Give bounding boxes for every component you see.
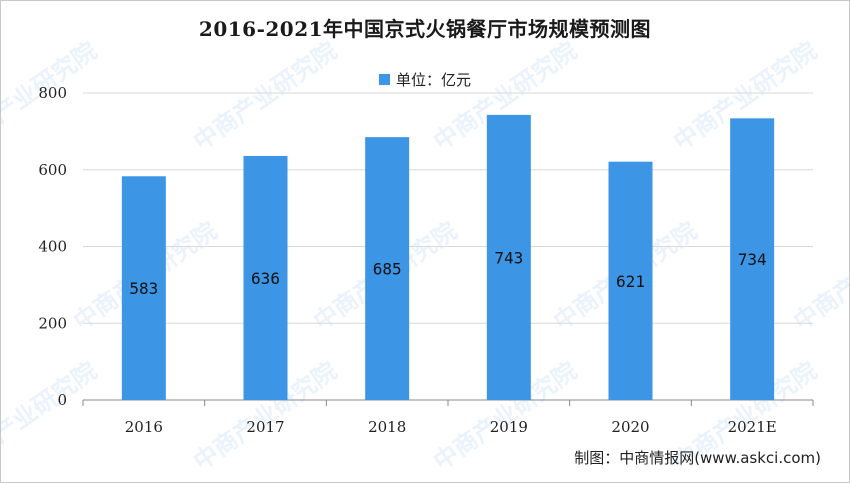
source-credit: 制图：中商情报网(www.askci.com) xyxy=(574,449,821,467)
data-label: 734 xyxy=(738,250,767,269)
data-label: 743 xyxy=(494,248,523,267)
x-tick-label: 2021E xyxy=(728,418,777,436)
y-tick-label: 200 xyxy=(38,314,67,332)
x-tick-label: 2020 xyxy=(611,418,649,436)
data-label: 621 xyxy=(616,272,645,291)
y-axis-ticks: 0 200 400 600 800 xyxy=(38,84,67,409)
watermark-text: 中商产业研究院 xyxy=(188,37,342,156)
legend: 单位：亿元 xyxy=(1,69,849,90)
grid-lines xyxy=(82,92,814,406)
y-tick-label: 0 xyxy=(57,391,67,409)
data-label: 583 xyxy=(129,279,158,298)
data-label: 636 xyxy=(251,269,280,288)
bars-group xyxy=(121,114,775,400)
legend-label: 单位：亿元 xyxy=(395,71,471,89)
legend-swatch xyxy=(378,74,390,85)
y-tick-label: 800 xyxy=(38,84,67,102)
bar-2017 xyxy=(243,155,288,400)
x-tick-label: 2018 xyxy=(368,418,406,436)
data-label: 685 xyxy=(373,260,402,279)
watermark-text: 中商产业研究院 xyxy=(1,357,102,476)
x-tick-label: 2017 xyxy=(246,418,284,436)
y-tick-label: 400 xyxy=(38,238,67,256)
bar-2019 xyxy=(486,114,531,400)
x-tick-label: 2019 xyxy=(490,418,528,436)
data-labels: 583 636 685 743 621 734 xyxy=(129,248,766,298)
bar-2018 xyxy=(365,137,410,400)
y-tick-label: 600 xyxy=(38,161,67,179)
bar-2021E xyxy=(730,118,775,400)
bar-2016 xyxy=(121,176,166,400)
chart-title: 2016-2021年中国京式火锅餐厅市场规模预测图 xyxy=(198,17,652,41)
watermark-text: 中商产业研究院 xyxy=(788,217,850,336)
bar-2020 xyxy=(608,161,653,400)
x-axis-ticks: 2016 2017 2018 2019 2020 2021E xyxy=(125,418,777,436)
x-tick-label: 2016 xyxy=(125,418,163,436)
